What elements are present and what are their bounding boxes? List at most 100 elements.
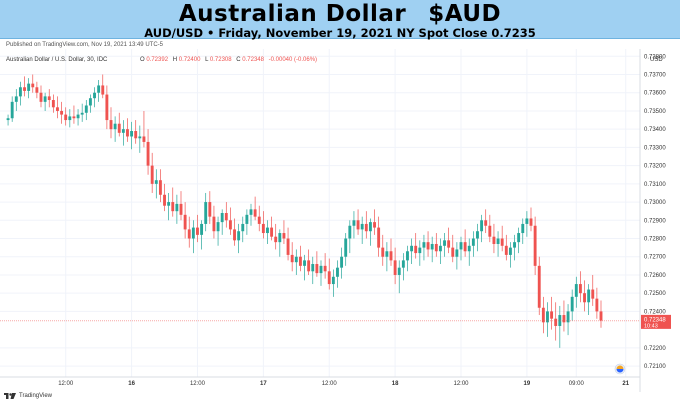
price-axis[interactable]: USD 0.73800 0.73700 0.73600 0.73500 0.73400 0… [639, 49, 666, 392]
candle [294, 249, 298, 275]
candle [253, 196, 257, 221]
candle-body [191, 227, 195, 239]
candle [438, 238, 442, 265]
candle-body [200, 223, 204, 235]
candle-body [10, 101, 14, 119]
candle [138, 125, 142, 153]
y-tick-label: 0.73000 [644, 200, 666, 206]
bar-countdown: 10:43 [644, 323, 658, 329]
candle-body [438, 245, 442, 252]
candle [286, 227, 290, 261]
candle-body [113, 123, 117, 130]
candle-body [315, 264, 319, 274]
candle-body [6, 118, 10, 121]
candle [68, 109, 72, 128]
candle-body [84, 105, 88, 113]
candlestick-chart[interactable]: Australian Dollar / U.S. Dollar, 30, IDC… [0, 49, 680, 392]
change-value: -0.00040 (-0.06%) [269, 57, 317, 63]
candle-body [500, 238, 504, 246]
candle-body [14, 96, 18, 102]
y-tick-label: 0.72800 [644, 237, 666, 243]
candle [578, 271, 582, 303]
tradingview-logo-icon [4, 393, 16, 399]
candle-body [595, 298, 599, 312]
candle-body [381, 247, 385, 257]
candle [352, 211, 356, 239]
axis-unit-label: USD [650, 57, 663, 63]
logo-text: TradingView [19, 393, 53, 399]
candle [39, 85, 43, 108]
x-tick-label: 12:00 [322, 381, 338, 387]
candle [554, 302, 558, 341]
candle [476, 223, 479, 252]
candle [233, 218, 236, 246]
ohlc-values: O 0.72392 H 0.72400 L 0.72308 C 0.72348 … [140, 57, 317, 63]
candle-body [570, 296, 574, 312]
y-tick-label: 0.72500 [644, 291, 666, 297]
candle [381, 234, 385, 266]
candle-body [39, 92, 43, 102]
candle-body [389, 251, 393, 261]
candle [88, 94, 92, 113]
title-text: Australian Dollar [178, 1, 407, 27]
candle [216, 216, 220, 246]
candle-body [484, 220, 488, 226]
candle [550, 296, 554, 330]
candle [587, 284, 591, 316]
candle-body [529, 218, 533, 226]
x-tick-label: 12:00 [58, 381, 74, 387]
candle-body [377, 227, 381, 248]
candle [319, 260, 323, 286]
candle [298, 245, 302, 272]
flag-icon[interactable] [614, 363, 626, 375]
candle-body [364, 223, 368, 232]
candle [130, 121, 134, 150]
candle-body [558, 315, 562, 326]
candle [47, 89, 51, 108]
candle [142, 110, 146, 148]
candle-body [459, 242, 463, 250]
candle-body [406, 251, 409, 261]
title-banner: Australian Dollar $AUD AUD/USD • Friday, … [0, 0, 680, 39]
candle [385, 242, 389, 272]
candle-body [237, 231, 241, 241]
candle-body [385, 251, 389, 257]
candle [344, 233, 348, 266]
candle [430, 236, 434, 263]
x-tick-label: 17 [260, 381, 267, 387]
candle [212, 205, 216, 239]
candle-body [533, 225, 537, 266]
candle [488, 214, 492, 243]
candle-body [278, 233, 282, 243]
candle-body [76, 114, 80, 119]
candle-body [105, 94, 109, 121]
candle-body [430, 243, 434, 250]
candle [537, 256, 541, 316]
candle [340, 247, 344, 279]
time-axis[interactable]: 12:00 16 12:00 17 12:00 18 12:00 19 09:00 21 [0, 376, 640, 387]
candle-body [233, 229, 236, 241]
candle [278, 229, 282, 257]
candle-body [323, 265, 327, 272]
close-value: 0.72348 [242, 57, 264, 63]
candle-body [401, 260, 405, 268]
y-tick-label: 0.73200 [644, 164, 666, 170]
candle-body [504, 245, 508, 255]
candle-body [150, 165, 154, 184]
candle [463, 229, 467, 257]
candle-body [463, 242, 467, 252]
candle-body [80, 112, 84, 115]
candle [533, 216, 537, 275]
candle-body [546, 311, 549, 323]
candle-body [471, 238, 475, 246]
x-tick-label: 12:00 [190, 381, 206, 387]
candle [591, 274, 595, 306]
title-ticker: $AUD [428, 1, 502, 27]
candle [315, 251, 319, 277]
candle [447, 227, 451, 254]
candle [574, 276, 578, 308]
candle [303, 254, 306, 281]
candle [410, 238, 414, 265]
candle-body [348, 225, 352, 239]
